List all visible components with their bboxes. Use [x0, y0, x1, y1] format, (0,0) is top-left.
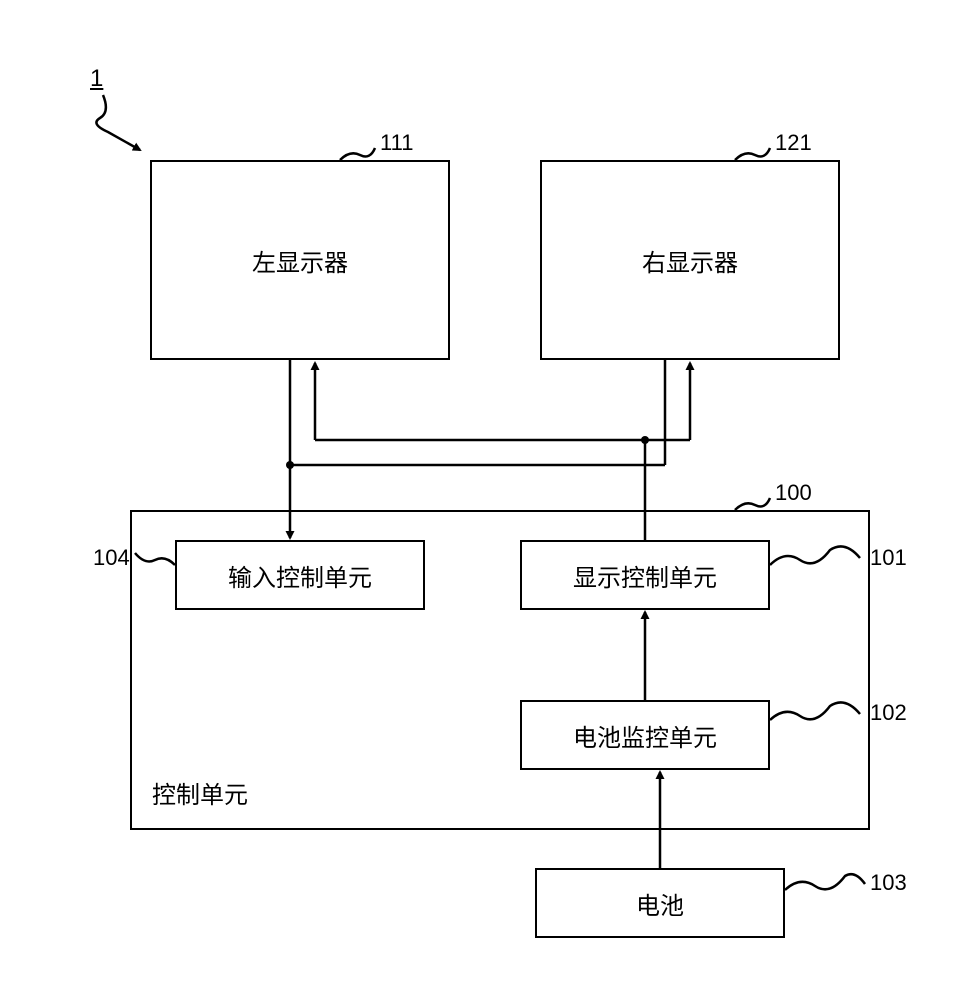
input-control-label: 输入控制单元: [228, 558, 372, 593]
display-control-box: 显示控制单元: [520, 540, 770, 610]
ref-103: 103: [870, 870, 907, 896]
right-display-label: 右显示器: [642, 243, 738, 278]
battery-box: 电池: [535, 868, 785, 938]
figure-ref: 1: [90, 65, 103, 93]
display-control-label: 显示控制单元: [573, 558, 717, 593]
left-display-label: 左显示器: [252, 243, 348, 278]
ref-104: 104: [93, 545, 130, 571]
ref-100: 100: [775, 480, 812, 506]
ref-121: 121: [775, 130, 812, 156]
left-display-box: 左显示器: [150, 160, 450, 360]
right-display-box: 右显示器: [540, 160, 840, 360]
diagram-connectors: [0, 0, 978, 1000]
ref-111: 111: [380, 130, 413, 156]
battery-monitor-label: 电池监控单元: [573, 718, 717, 753]
input-control-box: 输入控制单元: [175, 540, 425, 610]
battery-monitor-box: 电池监控单元: [520, 700, 770, 770]
ref-102: 102: [870, 700, 907, 726]
ref-101: 101: [870, 545, 907, 571]
control-unit-label: 控制单元: [152, 775, 248, 810]
battery-label: 电池: [636, 886, 684, 921]
